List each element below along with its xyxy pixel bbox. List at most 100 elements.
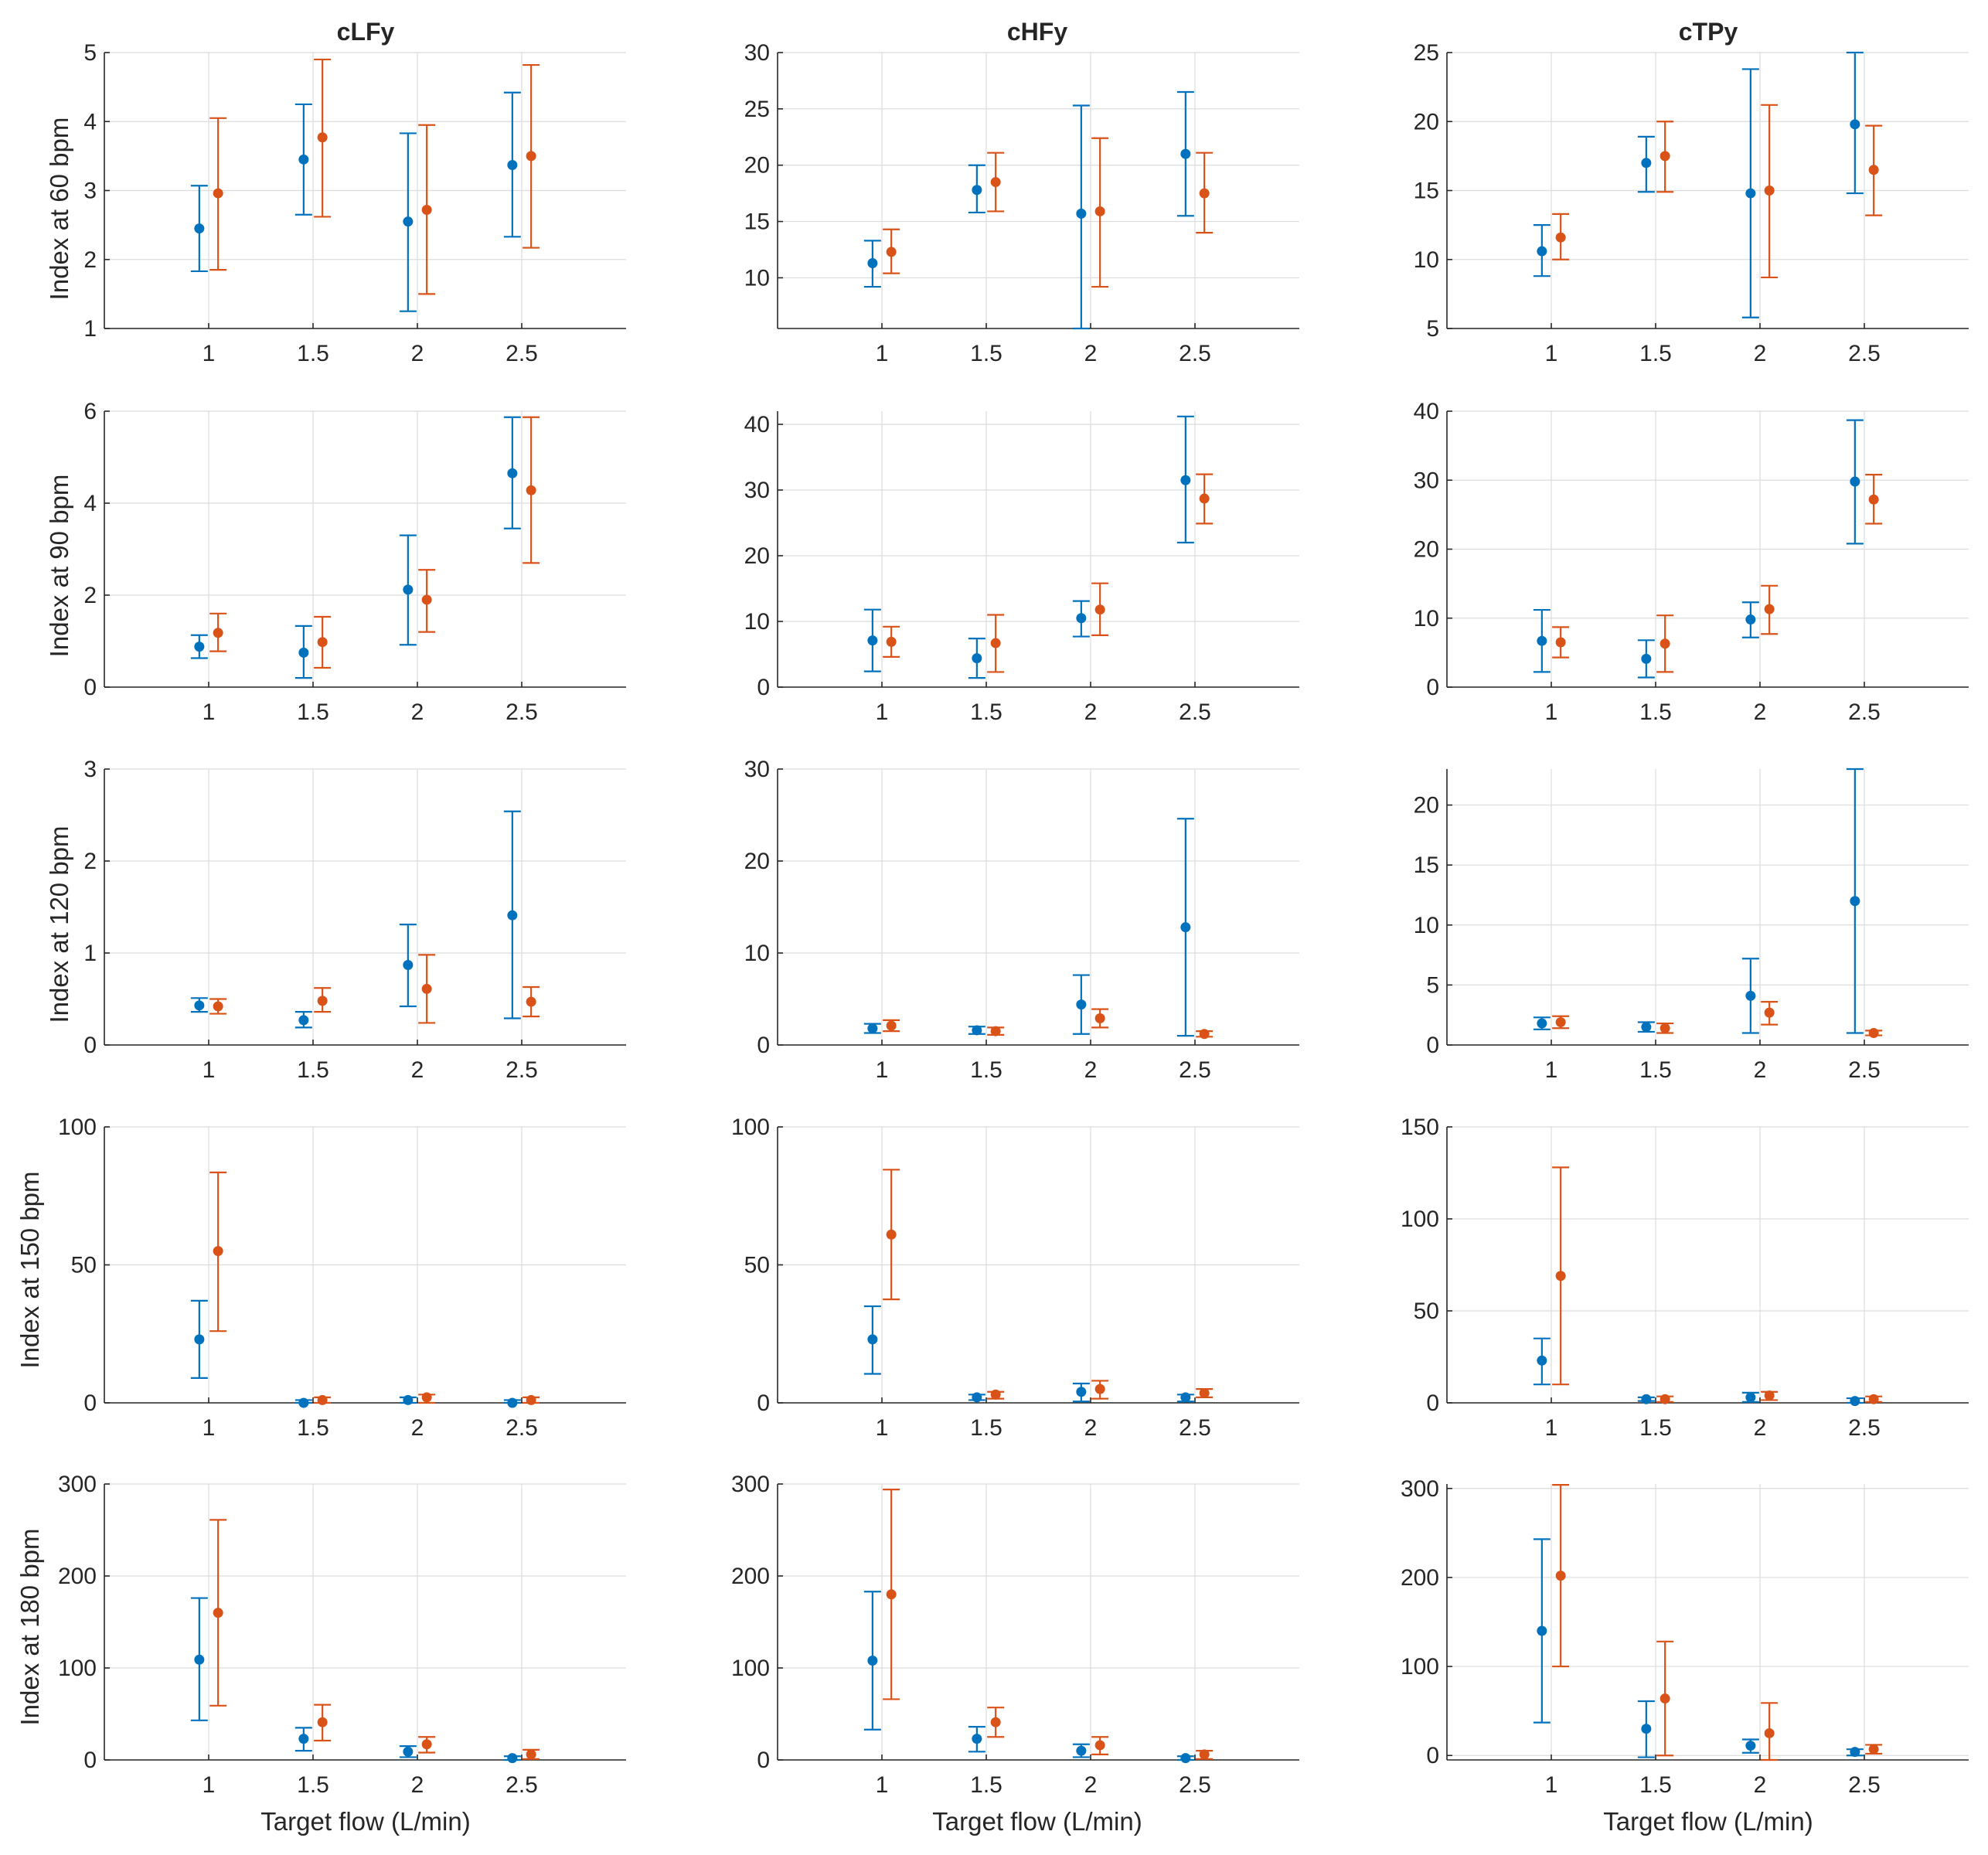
x-tick-label: 2 (1084, 1415, 1098, 1441)
data-point (1180, 475, 1191, 485)
data-point (1660, 1693, 1670, 1704)
data-point (317, 132, 328, 143)
data-point (886, 247, 897, 257)
data-point (1745, 1392, 1756, 1403)
y-tick-label: 20 (1414, 793, 1439, 819)
data-point (990, 1717, 1001, 1727)
y-tick-label: 20 (744, 153, 770, 179)
ylabel-90-bpm: Index at 90 bpm (45, 475, 73, 658)
x-tick-label: 1.5 (297, 1057, 329, 1083)
data-point (1076, 999, 1087, 1010)
data-point (1868, 1027, 1879, 1038)
data-point (1868, 494, 1879, 505)
x-tick-label: 1 (1545, 699, 1558, 725)
x-tick-label: 2 (411, 341, 424, 366)
data-point (1764, 604, 1775, 614)
data-point (1199, 1029, 1210, 1040)
data-point (1199, 1388, 1210, 1399)
series-2 (1552, 1166, 1883, 1404)
y-tick-label: 25 (1414, 40, 1439, 66)
data-point (194, 1334, 205, 1345)
y-tick-label: 1 (83, 941, 97, 966)
y-tick-label: 0 (1426, 1743, 1439, 1768)
series-1 (1533, 1337, 1864, 1407)
x-tick-label: 2.5 (1848, 1772, 1881, 1798)
data-point (1868, 165, 1879, 175)
data-point (972, 1392, 982, 1403)
series-2 (209, 58, 540, 295)
series-1 (863, 1591, 1194, 1764)
x-tick-label: 1 (203, 1772, 216, 1798)
x-tick-label: 2.5 (1179, 699, 1211, 725)
y-tick-label: 0 (1426, 1390, 1439, 1416)
series-1 (1533, 51, 1864, 318)
data-point (507, 1397, 518, 1408)
y-tick-label: 2 (83, 583, 97, 608)
data-point (972, 653, 982, 664)
panel-r5-c2: 0 100 200 300 1 1.5 2 2.5 (731, 1472, 1299, 1798)
y-tick-label: 150 (1401, 1115, 1439, 1140)
column-title-ctpy: cTPy (1679, 18, 1738, 46)
data-point (867, 1334, 878, 1345)
data-point (1868, 1394, 1879, 1404)
data-point (867, 635, 878, 646)
data-point (298, 1015, 309, 1026)
y-tick-label: 50 (744, 1253, 770, 1278)
y-tick-label: 0 (757, 675, 770, 700)
x-tick-label: 2.5 (1179, 1772, 1211, 1798)
data-point (1199, 493, 1210, 504)
data-point (1555, 232, 1566, 243)
panel-r1-c1: 1 2 3 4 5 1 1.5 2 2.5 (83, 40, 626, 366)
ylabel-120-bpm: Index at 120 bpm (45, 825, 73, 1023)
x-tick-label: 2.5 (506, 1057, 538, 1083)
data-point (1745, 1741, 1756, 1751)
x-tick-label: 1.5 (970, 1415, 1003, 1441)
series-2 (1552, 474, 1883, 673)
x-tick-label: 2 (1754, 1772, 1767, 1798)
data-point (1094, 1013, 1105, 1023)
data-point (507, 1753, 518, 1764)
y-tick-label: 30 (744, 478, 770, 503)
data-point (298, 647, 309, 658)
data-point (194, 1654, 205, 1665)
panel-r2-c2: 0 10 20 30 40 1 1.5 2 2.5 (744, 411, 1299, 725)
data-point (886, 1229, 897, 1240)
x-tick-label: 1.5 (1639, 699, 1672, 725)
data-point (1850, 476, 1860, 487)
data-point (194, 223, 205, 234)
x-tick-label: 1.5 (970, 1772, 1003, 1798)
series-2 (883, 1008, 1214, 1040)
data-point (421, 1392, 432, 1403)
panel-r4-c1: 0 50 100 1 1.5 2 2.5 (58, 1115, 626, 1441)
y-tick-label: 6 (83, 399, 97, 424)
y-tick-label: 0 (83, 675, 97, 700)
data-point (886, 1020, 897, 1031)
x-tick-label: 2 (411, 1415, 424, 1441)
data-point (867, 257, 878, 268)
x-tick-label: 2.5 (1179, 341, 1211, 366)
y-tick-label: 300 (1401, 1476, 1439, 1502)
data-point (1555, 1571, 1566, 1581)
y-tick-label: 20 (744, 543, 770, 569)
data-point (1764, 1727, 1775, 1738)
x-tick-label: 1 (203, 1057, 216, 1083)
y-tick-label: 3 (83, 179, 97, 204)
x-tick-label: 1 (876, 699, 889, 725)
series-2 (209, 1519, 540, 1760)
y-tick-label: 100 (731, 1656, 770, 1681)
data-point (1660, 1394, 1670, 1404)
data-point (990, 1389, 1001, 1400)
data-point (507, 159, 518, 170)
x-tick-label: 2.5 (1179, 1415, 1211, 1441)
data-point (1199, 188, 1210, 199)
row-labels: Index at 60 bpm Index at 90 bpm Index at… (15, 117, 73, 1726)
data-point (213, 1246, 223, 1257)
data-point (990, 638, 1001, 648)
x-tick-label: 2 (1754, 341, 1767, 366)
y-tick-label: 200 (731, 1564, 770, 1589)
x-tick-label: 2.5 (1848, 699, 1881, 725)
data-point (1850, 1747, 1860, 1758)
series-2 (883, 1169, 1214, 1400)
y-tick-label: 3 (83, 757, 97, 782)
